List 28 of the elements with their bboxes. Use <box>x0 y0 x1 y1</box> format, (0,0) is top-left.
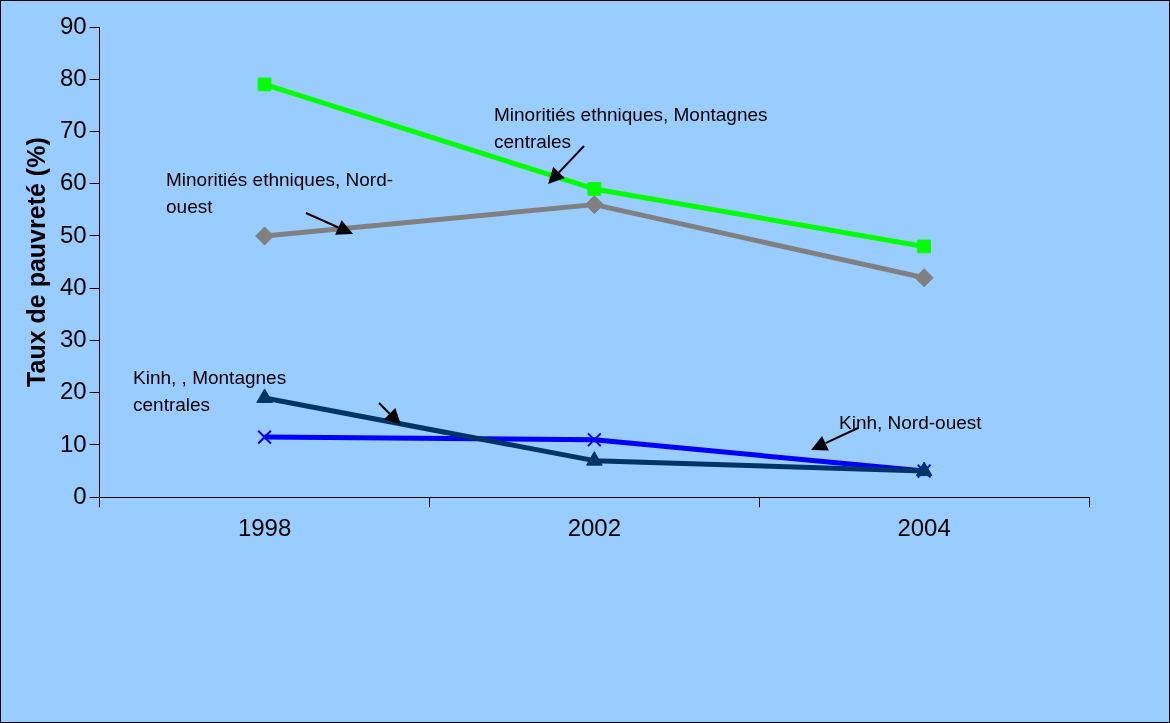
point <box>587 182 602 196</box>
point <box>586 432 602 448</box>
point <box>586 451 603 466</box>
y-tick-label: 20 <box>59 377 87 405</box>
y-tick-label: 30 <box>59 325 87 353</box>
y-tick-label: 60 <box>59 168 87 196</box>
x-tick-label: 1998 <box>237 514 292 542</box>
y-tick-label: 50 <box>59 220 87 248</box>
y-tick-label: 80 <box>59 63 87 91</box>
y-tick-label: 10 <box>59 429 87 457</box>
y-tick-label: 0 <box>73 481 87 509</box>
y-tick-label: 70 <box>59 116 87 144</box>
point <box>584 195 604 215</box>
point <box>257 77 272 92</box>
y-axis-title: Taux de pauvreté (%) <box>21 137 50 387</box>
x-tick-label: 2002 <box>567 514 622 542</box>
x-tick-label: 2004 <box>897 514 951 542</box>
point <box>256 388 273 403</box>
y-tick-label: 40 <box>59 272 87 300</box>
series-label: Minoritiés ethniques, Montagnes centrales <box>494 103 769 154</box>
series-label: Kinh, Nord-ouest <box>839 411 983 435</box>
series-label: Minoritiés ethniques, Nord-ouest <box>166 168 395 219</box>
y-tick-label: 90 <box>59 11 87 39</box>
point <box>917 239 931 254</box>
point <box>914 268 934 288</box>
point <box>257 429 272 445</box>
series-label: Kinh, , Montagnes centrales <box>133 366 288 417</box>
point <box>255 226 275 246</box>
